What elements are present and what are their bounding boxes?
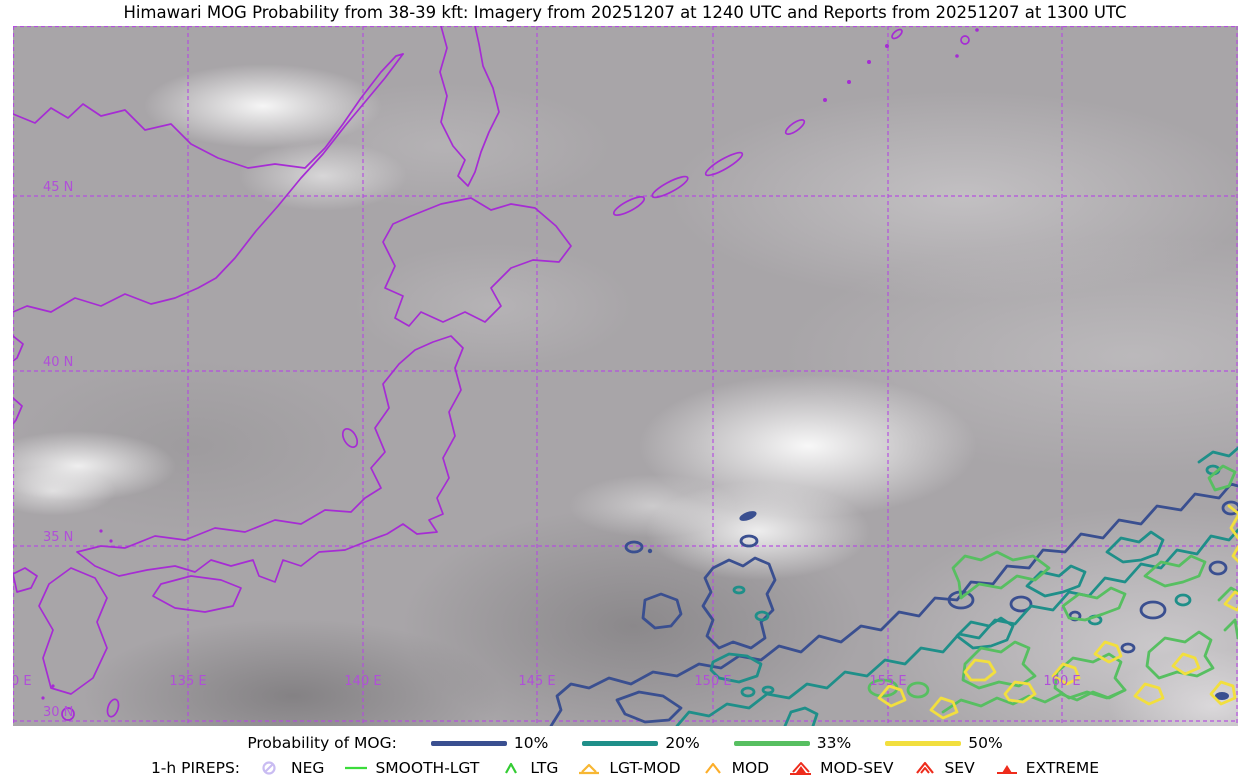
lon-label-160e: 160 E (1043, 674, 1081, 689)
pireps-legend-label: 1-h PIREPS: (150, 758, 241, 777)
pirep-mod: MOD (701, 758, 770, 777)
lat-label-30n: 30 N (43, 705, 74, 720)
probability-legend-label: Probability of MOG: (247, 734, 397, 752)
prob-50-line-swatch (885, 740, 962, 746)
caret-icon (499, 760, 523, 776)
pirep-sev-label: SEV (944, 758, 975, 777)
pirep-mod-sev-label: MOD-SEV (820, 758, 894, 777)
coastlines (13, 26, 979, 721)
prob-20-line-swatch (582, 740, 659, 746)
caret-icon (701, 760, 725, 776)
pirep-smooth-lgt: SMOOTH-LGT (344, 759, 479, 777)
pirep-extreme-label: EXTREME (1025, 758, 1100, 777)
pirep-ltg-label: LTG (530, 758, 559, 777)
probability-legend: Probability of MOG: 10% 20% 33% 50% (0, 731, 1250, 755)
lon-label-135e: 135 E (169, 674, 207, 689)
filled-caret-with-base-icon (789, 760, 813, 776)
pirep-mod-sev: MOD-SEV (789, 759, 893, 777)
lon-label-150e: 150 E (694, 674, 732, 689)
pirep-lgt-mod-label: LGT-MOD (609, 758, 681, 777)
filled-triangle-icon (995, 760, 1019, 776)
pirep-neg-label: NEG (291, 758, 325, 777)
double-caret-icon (913, 760, 937, 776)
pirep-ltg: LTG (499, 759, 558, 777)
pirep-sev: SEV (913, 758, 975, 777)
probability-contours (549, 446, 1238, 726)
pirep-mod-label: MOD (731, 758, 770, 777)
prob-level-33: 33% (733, 734, 852, 752)
pirep-smooth-lgt-label: SMOOTH-LGT (375, 758, 480, 777)
lat-label-35n: 35 N (43, 530, 74, 545)
map-overlay-graphics (13, 26, 1238, 726)
caret-with-base-icon (578, 760, 602, 776)
page-title: Himawari MOG Probability from 38-39 kft:… (123, 3, 1127, 22)
prob-20-label: 20% (665, 734, 700, 752)
lon-label-145e: 145 E (518, 674, 556, 689)
horizontal-line-icon (344, 760, 368, 776)
prob-33-line-swatch (733, 740, 810, 746)
lon-label-155e: 155 E (869, 674, 907, 689)
prob-level-10: 10% (430, 734, 549, 752)
prob-33-label: 33% (816, 734, 852, 752)
pirep-lgt-mod: LGT-MOD (578, 758, 681, 777)
pirep-neg: NEG (260, 759, 324, 777)
pireps-legend: 1-h PIREPS: NEG SMOOTH-LGT LTG LGT-MOD M… (0, 755, 1250, 780)
satellite-map: 45 N 40 N 35 N 30 N 130 E 135 E 140 E 14… (13, 26, 1238, 726)
prob-level-20: 20% (582, 734, 700, 752)
lon-label-140e: 140 E (344, 674, 382, 689)
prob-50-label: 50% (968, 734, 1003, 752)
prob-10-line-swatch (430, 740, 507, 746)
prob-10-label: 10% (513, 734, 549, 752)
lat-label-40n: 40 N (43, 355, 74, 370)
lon-label-130e: 130 E (13, 674, 32, 689)
prob-level-50: 50% (885, 734, 1003, 752)
null-circle-icon (260, 760, 284, 776)
lat-label-45n: 45 N (43, 180, 74, 195)
grid-lines (13, 26, 1238, 726)
pirep-extreme: EXTREME (995, 759, 1099, 777)
